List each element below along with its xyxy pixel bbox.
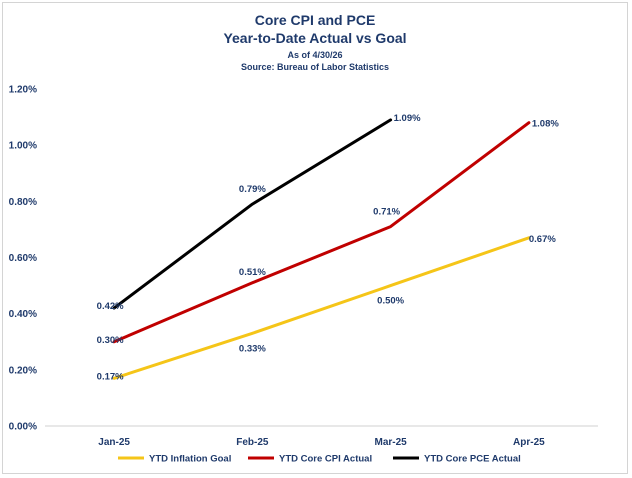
x-tick-label: Apr-25 xyxy=(513,437,545,448)
data-label: 0.71% xyxy=(373,207,400,218)
series-line-2 xyxy=(112,121,531,344)
data-label: 1.09% xyxy=(394,113,421,124)
legend-label: YTD Inflation Goal xyxy=(149,454,231,465)
chart-note-source: Source: Bureau of Labor Statistics xyxy=(241,62,389,72)
legend-label: YTD Core PCE Actual xyxy=(424,454,521,465)
y-tick-label: 1.20% xyxy=(9,85,37,96)
chart-title: Core CPI and PCE xyxy=(255,12,376,28)
data-label: 0.51% xyxy=(239,267,266,278)
data-label: 0.30% xyxy=(97,335,124,346)
series-line-1 xyxy=(112,236,531,380)
y-tick-label: 0.40% xyxy=(9,309,37,320)
data-label: 0.33% xyxy=(239,343,266,354)
chart-note-date: As of 4/30/26 xyxy=(287,50,342,60)
y-tick-label: 0.80% xyxy=(9,197,37,208)
data-label: 0.79% xyxy=(239,184,266,195)
series-lines xyxy=(112,118,531,380)
y-tick-label: 0.60% xyxy=(9,253,37,264)
axes: 0.00% 0.20% 0.40% 0.60% 0.80% 1.00% 1.20% Jan-2… xyxy=(9,85,598,448)
data-label: 0.50% xyxy=(377,296,404,307)
legend: YTD Inflation Goal YTD Core CPI Actual YTD… xyxy=(118,454,521,465)
line-chart: Core CPI and PCE Year-to-Date Actual vs … xyxy=(9,12,598,465)
x-tick-label: Jan-25 xyxy=(98,437,130,448)
series-line-3 xyxy=(112,118,393,310)
data-label: 0.67% xyxy=(529,234,556,245)
data-label: 0.17% xyxy=(97,371,124,382)
y-tick-label: 1.00% xyxy=(9,141,37,152)
x-tick-label: Feb-25 xyxy=(236,437,269,448)
chart-subtitle: Year-to-Date Actual vs Goal xyxy=(223,30,406,46)
data-labels: 0.17% 0.33% 0.50% 0.67% 0.30% 0.51% 0.71% 1.08%… xyxy=(97,113,560,382)
chart-frame: Core CPI and PCE Year-to-Date Actual vs … xyxy=(2,2,628,474)
legend-label: YTD Core CPI Actual xyxy=(279,454,372,465)
data-label: 0.42% xyxy=(97,301,124,312)
x-tick-label: Mar-25 xyxy=(375,437,408,448)
y-tick-label: 0.20% xyxy=(9,365,37,376)
data-label: 1.08% xyxy=(532,119,559,130)
y-tick-label: 0.00% xyxy=(9,422,37,433)
